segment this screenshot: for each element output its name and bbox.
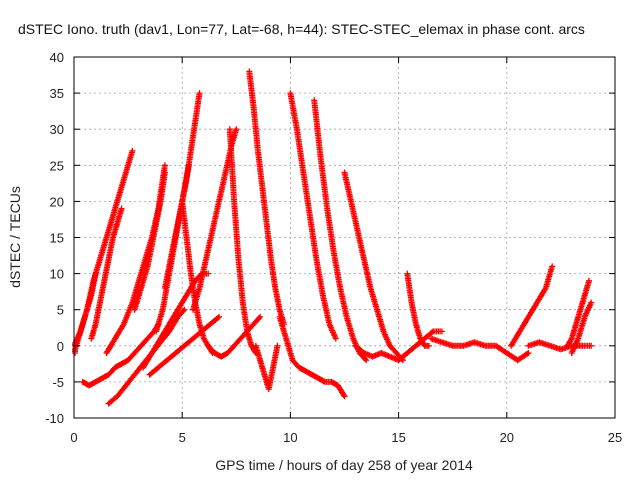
data-points [72, 68, 595, 407]
series-2 [79, 321, 162, 389]
series-3 [88, 205, 125, 342]
series-19 [311, 97, 370, 364]
series-19-markers [311, 97, 370, 364]
series-7 [140, 270, 212, 371]
series-6-markers [131, 169, 168, 313]
y-tick-label: 10 [50, 267, 64, 282]
series-7-markers [140, 270, 212, 371]
y-tick-label: 15 [50, 231, 64, 246]
x-tick-label: 5 [179, 430, 186, 445]
series-27-markers [568, 299, 595, 356]
series-1-markers [72, 270, 99, 356]
series-16-markers [252, 342, 281, 393]
x-tick-label: 25 [608, 430, 622, 445]
y-tick-label: 0 [57, 339, 64, 354]
y-tick-label: -5 [52, 375, 64, 390]
y-tick-label: 30 [50, 122, 64, 137]
y-tick-label: 40 [50, 50, 64, 65]
series-27 [568, 299, 595, 356]
series-14-markers [226, 126, 259, 356]
x-tick-label: 10 [283, 430, 297, 445]
series-24 [508, 263, 556, 349]
series-15-markers [246, 68, 287, 328]
series-26 [564, 277, 592, 349]
series-20 [341, 169, 406, 364]
series-17-markers [276, 313, 348, 400]
series-3-markers [88, 205, 125, 342]
y-tick-label: 5 [57, 303, 64, 318]
x-axis-label: GPS time / hours of day 258 of year 2014 [215, 457, 473, 473]
x-tick-label: 20 [500, 430, 514, 445]
series-23-markers [428, 335, 532, 364]
series-14 [226, 126, 259, 356]
series-13-markers [205, 313, 264, 360]
y-tick-label: 25 [50, 158, 64, 173]
y-tick-label: 20 [50, 194, 64, 209]
series-13 [205, 313, 264, 360]
series-22 [404, 270, 432, 349]
axis-ticks: 0 5 10 15 20 25 -10 -5 0 5 10 15 20 25 30 35 40 [45, 50, 622, 445]
series-22-markers [404, 270, 432, 349]
y-tick-label: 35 [50, 86, 64, 101]
chart-title: dSTEC Iono. truth (dav1, Lon=77, Lat=-68… [18, 21, 585, 37]
series-16 [252, 342, 281, 393]
series-2-markers [79, 321, 162, 389]
x-tick-label: 0 [70, 430, 77, 445]
series-24-markers [508, 263, 556, 349]
series-26-markers [564, 277, 592, 349]
series-23 [428, 335, 532, 364]
series-10 [146, 313, 222, 378]
series-10-markers [146, 313, 222, 378]
series-15 [246, 68, 287, 328]
series-1 [72, 270, 99, 356]
y-tick-label: -10 [45, 411, 64, 426]
x-tick-label: 15 [391, 430, 405, 445]
series-17 [276, 313, 348, 400]
series-18 [287, 90, 339, 342]
series-6 [131, 169, 168, 313]
series-20-markers [341, 169, 406, 364]
series-18-markers [287, 90, 339, 342]
y-axis-label: dSTEC / TECUs [7, 186, 23, 288]
